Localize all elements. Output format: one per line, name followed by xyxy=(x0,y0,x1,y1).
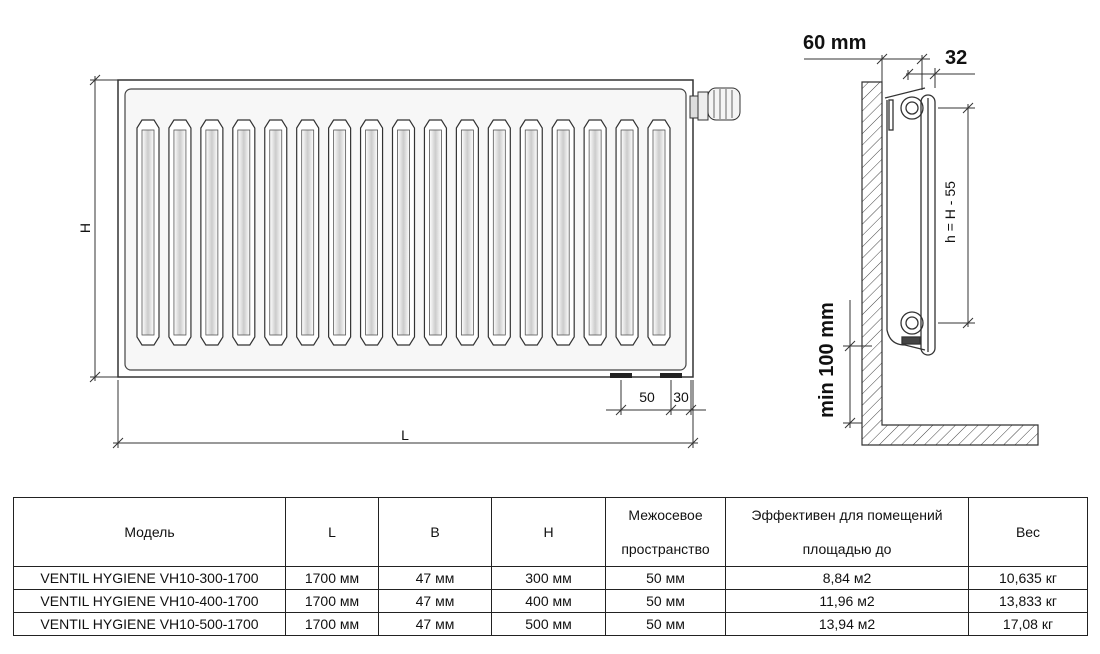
cell-h: 300 мм xyxy=(491,566,606,590)
side-view: 60 mm 32 min 100 mm h = H - 55 xyxy=(803,32,1039,446)
cell-l: 1700 мм xyxy=(285,589,379,613)
radiator-fin-channel xyxy=(173,129,187,336)
radiator-fin-channel xyxy=(237,129,251,336)
table-row: VENTIL HYGIENE VH10-500-1700 1700 мм 47 … xyxy=(13,612,1088,636)
dimension-lines xyxy=(89,74,706,449)
floor-gap-label: min 100 mm xyxy=(816,302,838,418)
cell-l: 1700 мм xyxy=(285,566,379,590)
front-view: H L 50 30 xyxy=(77,74,741,449)
cell-l: 1700 мм xyxy=(285,612,379,636)
cell-spacing: 50 мм xyxy=(605,612,726,636)
height-label: H xyxy=(77,223,93,233)
cell-h: 500 мм xyxy=(491,612,606,636)
table-row: VENTIL HYGIENE VH10-300-1700 1700 мм 47 … xyxy=(13,566,1088,590)
radiator-fin-channel xyxy=(620,129,634,336)
radiator-fin-channel xyxy=(205,129,219,336)
radiator-fin-channel xyxy=(333,129,347,336)
header-weight: Вес xyxy=(968,497,1088,567)
header-b: B xyxy=(378,497,492,567)
radiator-fin-channel xyxy=(524,129,538,336)
radiator-fins xyxy=(136,119,671,346)
specs-table: Модель L B H Межосевое пространство Эффек… xyxy=(13,497,1088,636)
table-row: VENTIL HYGIENE VH10-400-1700 1700 мм 47 … xyxy=(13,589,1088,613)
cell-model: VENTIL HYGIENE VH10-400-1700 xyxy=(13,589,286,613)
radiator-fin-channel xyxy=(397,129,410,336)
radiator-fin-channel xyxy=(588,129,602,336)
axis-distance-label: h = H - 55 xyxy=(942,181,958,243)
radiator-fin-channel xyxy=(429,129,442,336)
cell-spacing: 50 мм xyxy=(605,566,726,590)
header-area-line2: площадью до xyxy=(802,541,892,557)
width-label: 32 xyxy=(945,47,967,69)
header-spacing-line2: пространство xyxy=(621,541,710,557)
connector-left xyxy=(610,373,632,378)
cell-b: 47 мм xyxy=(378,589,492,613)
length-label: L xyxy=(401,427,409,443)
header-model: Модель xyxy=(13,497,286,567)
cell-b: 47 мм xyxy=(378,566,492,590)
cell-weight: 10,635 кг xyxy=(968,566,1088,590)
connector-right xyxy=(660,373,682,378)
header-h: H xyxy=(491,497,606,567)
technical-drawing: H L 50 30 60 xyxy=(77,32,1039,449)
header-l: L xyxy=(285,497,379,567)
cell-area: 11,96 м2 xyxy=(725,589,969,613)
cell-area: 8,84 м2 xyxy=(725,566,969,590)
cell-weight: 17,08 кг xyxy=(968,612,1088,636)
radiator-fin-channel xyxy=(301,129,315,336)
cell-b: 47 мм xyxy=(378,612,492,636)
header-spacing-line1: Межосевое xyxy=(628,507,703,523)
cell-model: VENTIL HYGIENE VH10-300-1700 xyxy=(13,566,286,590)
side-dimension-lines xyxy=(804,53,975,429)
cell-model: VENTIL HYGIENE VH10-500-1700 xyxy=(13,612,286,636)
cell-area: 13,94 м2 xyxy=(725,612,969,636)
valve-icon xyxy=(689,87,741,121)
table-header-row: Модель L B H Межосевое пространство Эффек… xyxy=(13,497,1088,567)
radiator-fin-channel xyxy=(652,129,666,336)
header-spacing: Межосевое пространство xyxy=(605,497,726,567)
spacing-label: 50 xyxy=(639,389,655,405)
cell-h: 400 мм xyxy=(491,589,606,613)
radiator-fin-channel xyxy=(141,129,155,336)
radiator-fin-channel xyxy=(492,129,506,336)
cell-spacing: 50 мм xyxy=(605,589,726,613)
header-area-line1: Эффективен для помещений xyxy=(751,507,943,523)
radiator-fin-channel xyxy=(556,129,570,336)
radiator-fin-channel xyxy=(269,129,283,336)
header-area: Эффективен для помещений площадью до xyxy=(725,497,969,567)
cell-weight: 13,833 кг xyxy=(968,589,1088,613)
offset-label: 30 xyxy=(673,389,689,405)
radiator-profile xyxy=(884,87,936,356)
depth-label: 60 mm xyxy=(803,32,866,54)
wall-and-floor xyxy=(861,81,1039,446)
radiator-fin-channel xyxy=(365,129,378,336)
radiator-fin-channel xyxy=(460,129,474,336)
